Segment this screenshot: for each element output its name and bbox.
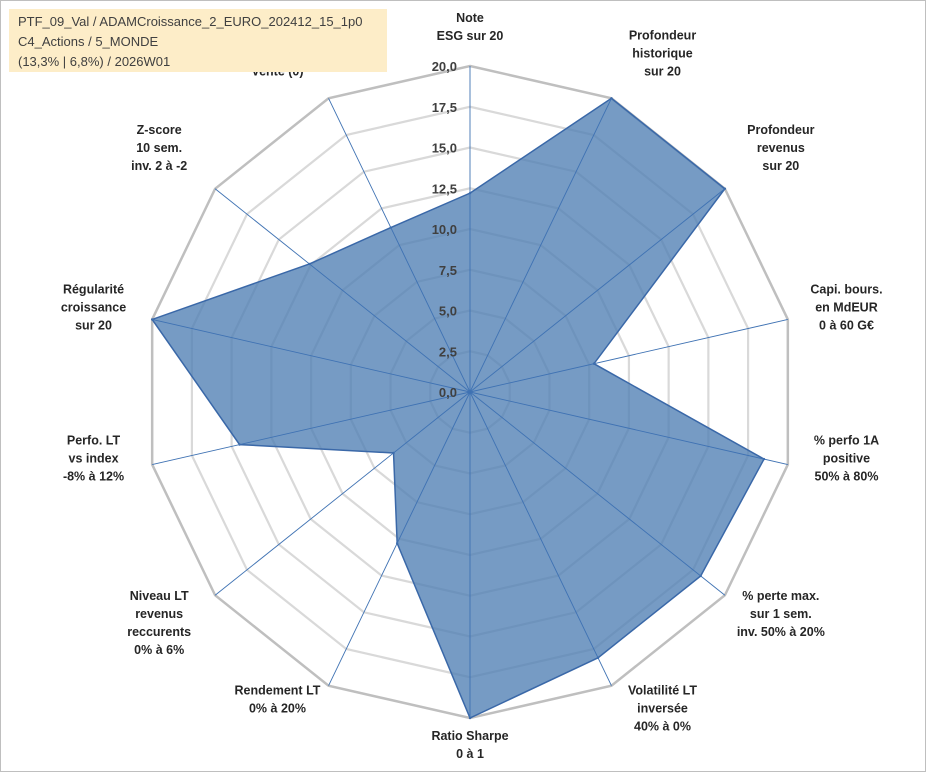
spoke-profondeur-revenus: [469, 188, 726, 393]
spoke-perfo-lt-index: [152, 391, 471, 465]
spoke-perte-max: [469, 391, 726, 596]
spoke-volatilite-lt: [469, 391, 612, 686]
performance-period: (13,3% | 6,8%) / 2026W01: [18, 54, 171, 69]
radial-tick-labels: 0,0 2,5 5,0 7,5 10,0 12,5 15,0 17,5 20,0: [432, 59, 457, 400]
axis-label-esg: Note ESG sur 20: [437, 11, 504, 43]
tick-label-5: 12,5: [432, 181, 457, 196]
tick-label-0: 0,0: [439, 385, 457, 400]
axis-label-perfo-1a: % perfo 1A positive 50% à 80%: [814, 434, 879, 484]
tick-label-8: 20,0: [432, 59, 457, 74]
radar-spokes: [152, 66, 788, 718]
axis-label-niveau-lt-revenus: Niveau LT revenus reccurents 0% à 6%: [127, 589, 191, 657]
axis-label-regularite-croissance: Régularité croissance sur 20: [61, 282, 126, 332]
spoke-regularite-croissance: [152, 319, 471, 393]
axis-label-perfo-lt-index: Perfo. LT vs index -8% à 12%: [63, 434, 124, 484]
axis-label-perte-max: % perte max. sur 1 sem. inv. 50% à 20%: [737, 589, 825, 639]
spoke-niveau-lt-revenus: [214, 391, 471, 596]
tick-label-3: 7,5: [439, 263, 457, 278]
spoke-rendement-lt: [328, 391, 471, 686]
axis-label-capi-bours: Capi. bours. en MdEUR 0 à 60 G€: [810, 282, 882, 332]
axis-label-rendement-lt: Rendement LT 0% à 20%: [235, 683, 321, 715]
portfolio-info-box: PTF_09_Val / ADAMCroissance_2_EURO_20241…: [9, 9, 387, 72]
spoke-profondeur-historique: [469, 98, 612, 393]
data-point-regularite-croissance: [150, 318, 154, 321]
tick-label-6: 15,0: [432, 141, 457, 156]
axis-label-z-score: Z-score 10 sem. inv. 2 à -2: [131, 123, 187, 173]
spoke-momentum: [328, 98, 471, 393]
axis-label-profondeur-revenus: Profondeur revenus sur 20: [747, 123, 814, 173]
tick-label-7: 17,5: [432, 100, 457, 115]
axis-label-ratio-sharpe: Ratio Sharpe 0 à 1: [431, 729, 508, 761]
spoke-perfo-1a: [469, 391, 788, 465]
tick-label-2: 5,0: [439, 304, 457, 319]
portfolio-name: PTF_09_Val / ADAMCroissance_2_EURO_20241…: [18, 14, 363, 29]
axis-label-profondeur-historique: Profondeur historique sur 20: [629, 29, 696, 79]
spoke-z-score: [214, 188, 471, 393]
spoke-capi-bours: [469, 319, 788, 393]
tick-label-4: 10,0: [432, 222, 457, 237]
axis-label-volatilite-lt: Volatilité LT inversée 40% à 0%: [628, 683, 697, 733]
asset-class: C4_Actions / 5_MONDE: [18, 34, 159, 49]
tick-label-1: 2,5: [439, 344, 457, 359]
